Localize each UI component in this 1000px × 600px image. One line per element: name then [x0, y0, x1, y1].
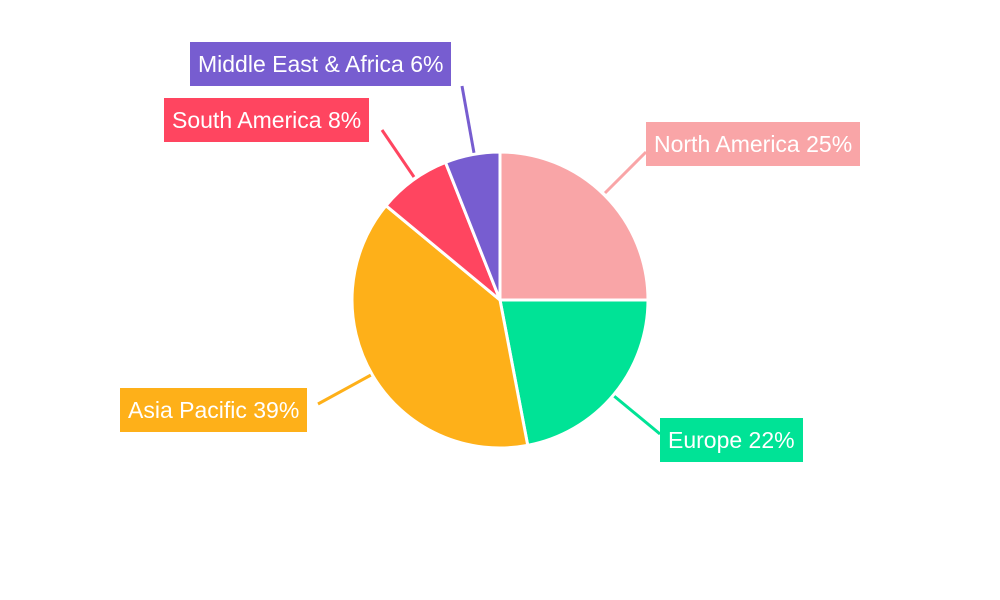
data-label: North America 25% — [646, 122, 861, 166]
pie-slice-middle-east-africa — [443, 150, 502, 301]
leader-line — [603, 150, 648, 195]
leader-line — [613, 394, 661, 436]
leader-line — [460, 85, 476, 154]
data-label: Middle East & Africa 6% — [190, 42, 452, 86]
pie-slice-north-america — [498, 150, 650, 302]
leader-line — [317, 373, 372, 406]
data-label: Europe 22% — [660, 418, 803, 462]
data-label: South America 8% — [164, 98, 370, 142]
data-label: Asia Pacific 39% — [120, 388, 308, 432]
pie-slice-europe — [498, 298, 650, 448]
pie-slice-asia-pacific — [350, 203, 530, 450]
leader-line — [380, 129, 416, 178]
